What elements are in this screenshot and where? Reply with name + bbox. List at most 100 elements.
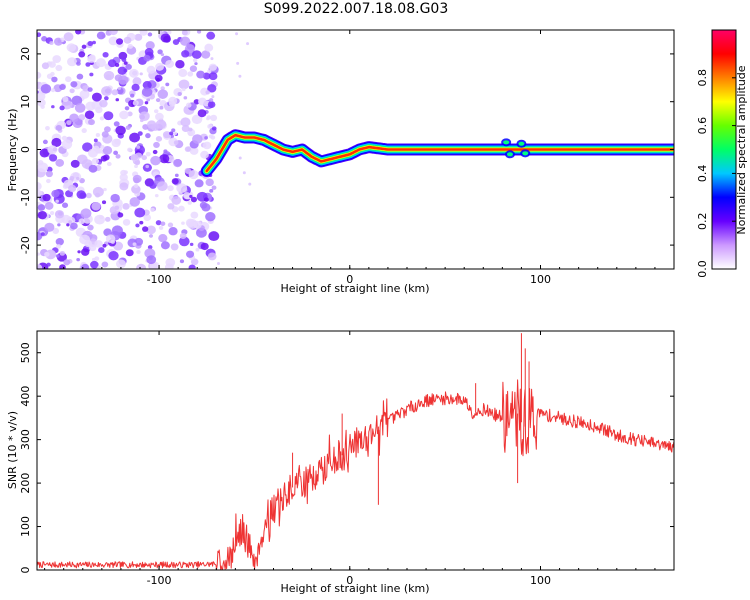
noise-blob	[196, 30, 202, 34]
snr-y-tick-label: 300	[19, 429, 32, 450]
noise-blob	[114, 62, 120, 67]
noise-blob	[133, 183, 139, 189]
snr-x-label: Height of straight line (km)	[280, 582, 429, 595]
noise-blob	[139, 111, 150, 122]
noise-blob	[90, 260, 99, 269]
noise-blob	[155, 136, 163, 142]
noise-speck	[211, 95, 215, 99]
noise-blob	[208, 72, 218, 81]
noise-blob	[101, 261, 109, 268]
noise-blob	[52, 55, 62, 63]
noise-blob	[181, 50, 190, 58]
noise-blob	[196, 227, 207, 238]
noise-blob	[70, 159, 80, 168]
noise-blob	[150, 123, 160, 131]
noise-speck	[210, 57, 214, 61]
spectrogram-x-tick-label: -100	[147, 273, 172, 286]
noise-blob	[175, 60, 185, 69]
noise-blob	[55, 199, 59, 203]
noise-blob	[134, 164, 138, 169]
noise-blob	[146, 255, 157, 265]
noise-blob	[37, 263, 43, 269]
noise-blob	[202, 141, 212, 150]
noise-blob	[192, 58, 198, 63]
noise-blob	[66, 120, 72, 126]
noise-blob	[139, 30, 148, 36]
noise-blob	[103, 70, 115, 81]
noise-blob	[91, 157, 100, 165]
noise-blob	[37, 32, 42, 38]
noise-blob	[134, 237, 144, 246]
noise-blob	[124, 106, 130, 111]
noise-blob	[181, 87, 186, 92]
noise-blob	[154, 194, 159, 198]
noise-blob	[93, 138, 98, 143]
noise-blob	[40, 232, 45, 236]
noise-blob	[208, 231, 220, 242]
noise-blob	[63, 259, 71, 266]
noise-blob	[37, 181, 42, 191]
noise-blob	[115, 154, 121, 159]
snr-y-tick-label: 0	[19, 567, 32, 574]
noise-blob	[192, 134, 203, 144]
noise-blob	[139, 72, 143, 76]
noise-blob	[115, 259, 126, 269]
noise-blob	[188, 169, 199, 180]
noise-blob	[199, 201, 208, 209]
noise-blob	[135, 152, 142, 159]
ridge-bump-core	[506, 152, 513, 157]
noise-blob	[145, 133, 151, 139]
noise-blob	[127, 43, 134, 49]
snr-y-tick-label: 200	[19, 473, 32, 494]
noise-blob	[42, 193, 51, 202]
colorbar-tick-label: 0.4	[696, 165, 709, 183]
noise-blob	[183, 192, 191, 200]
noise-blob	[104, 126, 111, 133]
spectrogram-y-tick-label: -20	[19, 236, 32, 254]
noise-blob	[141, 87, 153, 97]
snr-y-label: SNR (10 * v/v)	[6, 411, 19, 489]
noise-blob	[46, 262, 51, 267]
noise-speck	[242, 171, 246, 175]
noise-blob	[87, 224, 94, 231]
noise-blob	[179, 36, 191, 46]
noise-blob	[87, 148, 98, 158]
noise-blob	[55, 237, 64, 246]
noise-blob	[51, 137, 62, 148]
noise-blob	[57, 223, 61, 227]
snr-series-line	[37, 379, 674, 570]
noise-blob	[171, 178, 179, 185]
noise-speck	[235, 32, 239, 36]
noise-blob	[55, 254, 60, 258]
noise-blob	[92, 186, 104, 197]
noise-blob	[191, 50, 202, 59]
noise-blob	[40, 83, 52, 94]
noise-blob	[122, 203, 130, 210]
noise-blob	[81, 263, 90, 269]
noise-blob	[179, 232, 187, 240]
noise-blob	[150, 155, 161, 166]
noise-blob	[98, 161, 102, 165]
noise-blob	[208, 63, 217, 71]
noise-blob	[197, 109, 207, 118]
noise-blob	[181, 124, 190, 133]
noise-blob	[211, 185, 217, 190]
noise-blob	[190, 196, 198, 203]
noise-blob	[87, 55, 96, 63]
noise-blob	[56, 244, 62, 249]
noise-blob	[173, 140, 179, 145]
noise-blob	[119, 110, 129, 120]
noise-blob	[50, 88, 56, 93]
noise-blob	[146, 65, 156, 74]
noise-blob	[37, 98, 46, 107]
noise-blob	[208, 134, 214, 139]
noise-blob	[115, 125, 126, 136]
noise-blob	[130, 93, 135, 98]
noise-blob	[143, 54, 151, 62]
noise-blob	[114, 205, 120, 210]
noise-blob	[89, 72, 94, 77]
noise-blob	[44, 222, 55, 232]
noise-blob	[113, 150, 119, 156]
noise-blob	[181, 221, 185, 225]
noise-blob	[153, 109, 159, 114]
